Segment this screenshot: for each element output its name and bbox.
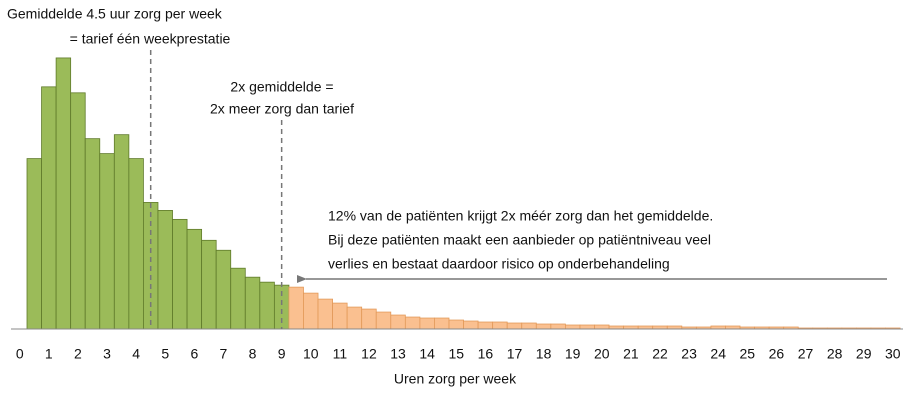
x-tick-label: 17 bbox=[507, 346, 523, 362]
x-tick-label: 9 bbox=[278, 346, 286, 362]
annotation: 2x meer zorg dan tarief bbox=[210, 101, 354, 117]
bar bbox=[346, 306, 363, 330]
bar bbox=[419, 317, 435, 330]
x-tick-label: 4 bbox=[132, 346, 140, 362]
annotation: = tarief één weekprestatie bbox=[70, 31, 231, 47]
bar bbox=[579, 324, 595, 330]
annotation: 2x gemiddelde = bbox=[230, 79, 333, 95]
x-tick-label: 5 bbox=[161, 346, 169, 362]
bar bbox=[404, 316, 421, 330]
annotation: verlies en bestaat daardoor risico op on… bbox=[328, 256, 670, 272]
bar bbox=[477, 321, 494, 330]
x-tick-label: 22 bbox=[652, 346, 668, 362]
bar bbox=[521, 322, 537, 330]
bar bbox=[390, 314, 406, 330]
bar bbox=[55, 57, 72, 330]
x-tick-label: 14 bbox=[419, 346, 435, 362]
x-tick-label: 0 bbox=[16, 346, 24, 362]
x-tick-label: 16 bbox=[478, 346, 494, 362]
bar bbox=[303, 292, 319, 330]
x-tick-label: 12 bbox=[361, 346, 377, 362]
bar bbox=[84, 138, 101, 330]
x-tick-label: 26 bbox=[769, 346, 785, 362]
bar bbox=[506, 322, 523, 330]
bar bbox=[259, 281, 275, 330]
bar bbox=[113, 134, 130, 330]
x-tick-label: 10 bbox=[303, 346, 319, 362]
bar bbox=[317, 298, 333, 330]
x-tick-label: 28 bbox=[827, 346, 843, 362]
x-tick-label: 29 bbox=[856, 346, 872, 362]
x-tick-label: 6 bbox=[190, 346, 198, 362]
bar bbox=[215, 249, 232, 330]
bar bbox=[99, 153, 115, 330]
bar bbox=[288, 286, 304, 330]
bar bbox=[565, 324, 581, 330]
x-tick-label: 27 bbox=[798, 346, 814, 362]
bar bbox=[463, 320, 479, 330]
bar bbox=[492, 321, 508, 330]
bar bbox=[201, 239, 217, 330]
bar bbox=[375, 311, 392, 330]
x-tick-label: 15 bbox=[448, 346, 464, 362]
x-axis-label: Uren zorg per week bbox=[394, 371, 517, 387]
x-tick-label: 30 bbox=[885, 346, 901, 362]
bar bbox=[361, 308, 377, 330]
bar bbox=[26, 158, 42, 330]
annotation: Bij deze patiënten maakt een aanbieder o… bbox=[328, 232, 711, 248]
bar bbox=[332, 302, 348, 330]
bar bbox=[594, 324, 610, 330]
x-tick-label: 23 bbox=[681, 346, 697, 362]
x-tick-label: 7 bbox=[220, 346, 228, 362]
bar bbox=[434, 317, 450, 330]
x-tick-label: 18 bbox=[536, 346, 552, 362]
bar bbox=[172, 218, 188, 330]
x-tick-label: 24 bbox=[710, 346, 726, 362]
bar bbox=[230, 267, 246, 330]
x-tick-label: 19 bbox=[565, 346, 581, 362]
x-tick-label: 3 bbox=[103, 346, 111, 362]
annotation: Gemiddelde 4.5 uur zorg per week bbox=[7, 6, 223, 22]
bar bbox=[244, 276, 261, 330]
bar bbox=[157, 210, 173, 330]
x-tick-label: 21 bbox=[623, 346, 639, 362]
bar bbox=[41, 86, 57, 330]
x-tick-label: 2 bbox=[74, 346, 82, 362]
bar bbox=[70, 92, 86, 330]
annotation: 12% van de patiënten krijgt 2x méér zorg… bbox=[328, 208, 713, 224]
bar bbox=[535, 323, 552, 330]
bar bbox=[550, 323, 566, 330]
x-tick-label: 8 bbox=[249, 346, 257, 362]
bar bbox=[186, 228, 203, 330]
bar bbox=[128, 158, 144, 330]
x-tick-label: 13 bbox=[390, 346, 406, 362]
x-tick-label: 20 bbox=[594, 346, 610, 362]
x-tick-label: 11 bbox=[333, 346, 348, 362]
bar bbox=[448, 319, 464, 330]
x-tick-label: 1 bbox=[45, 346, 53, 362]
x-tick-label: 25 bbox=[740, 346, 756, 362]
